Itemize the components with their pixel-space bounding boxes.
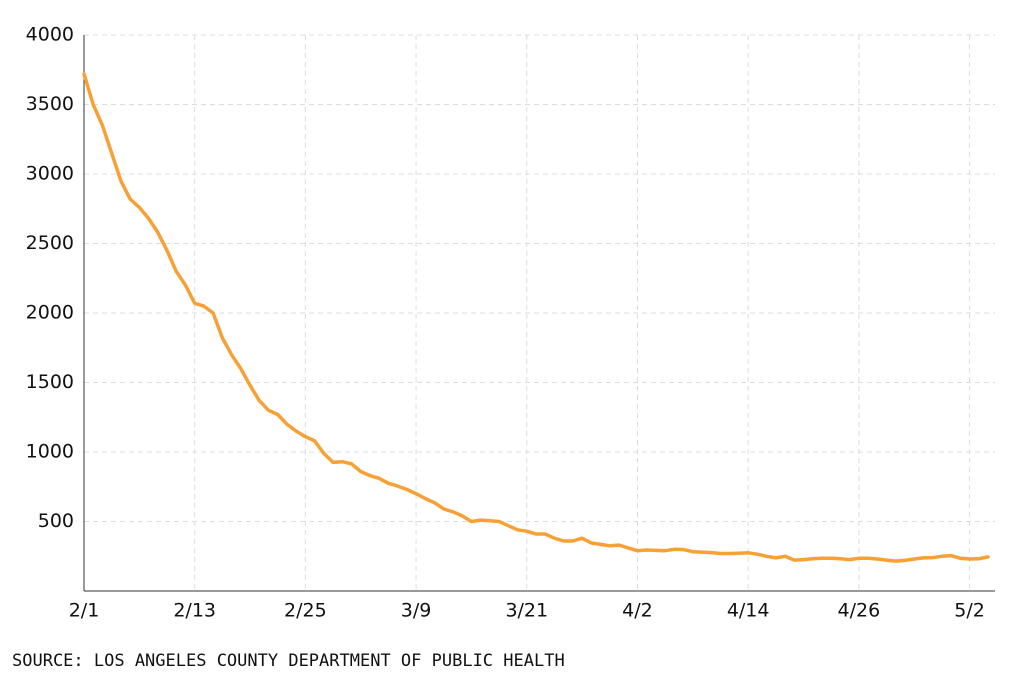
source-note: SOURCE: LOS ANGELES COUNTY DEPARTMENT OF… xyxy=(12,651,565,671)
y-tick-label: 4000 xyxy=(26,24,74,46)
x-tick-label: 2/1 xyxy=(69,600,100,622)
x-tick-label: 4/2 xyxy=(622,600,653,622)
y-tick-label: 1000 xyxy=(26,441,74,463)
x-tick-label: 2/13 xyxy=(173,600,216,622)
x-tick-label: 3/9 xyxy=(401,600,432,622)
x-tick-label: 2/25 xyxy=(284,600,327,622)
y-tick-label: 3000 xyxy=(26,163,74,185)
y-tick-label: 1500 xyxy=(26,371,74,393)
y-tick-label: 2500 xyxy=(26,232,74,254)
x-tick-label: 4/26 xyxy=(838,600,881,622)
y-tick-label: 3500 xyxy=(26,93,74,115)
line-series xyxy=(82,72,990,563)
x-tick-label: 5/2 xyxy=(954,600,985,622)
y-tick-label: 2000 xyxy=(26,302,74,324)
x-tick-label: 4/14 xyxy=(727,600,770,622)
y-tick-label: 500 xyxy=(38,510,74,532)
x-tick-label: 3/21 xyxy=(505,600,548,622)
